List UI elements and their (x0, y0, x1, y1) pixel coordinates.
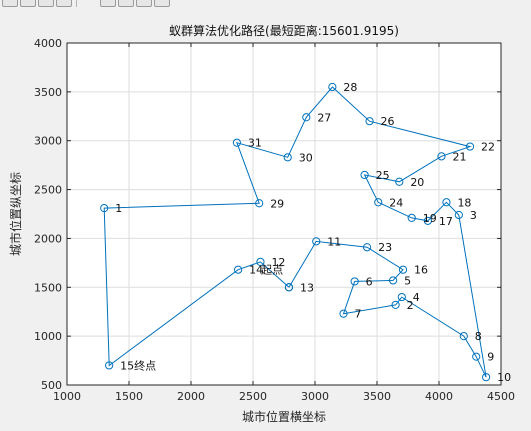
city-marker[interactable] (407, 213, 416, 223)
city-marker[interactable] (234, 265, 243, 274)
city-label: 4 (413, 291, 420, 304)
city-marker[interactable] (283, 153, 292, 162)
city-marker[interactable] (442, 198, 451, 207)
city-label: 7 (355, 308, 362, 321)
city-marker[interactable] (397, 292, 406, 302)
y-tick-label: 4000 (34, 37, 62, 50)
city-marker[interactable] (284, 283, 294, 292)
x-tick-label: 1000 (53, 390, 81, 403)
city-label: 8 (475, 330, 482, 343)
city-label: 28 (343, 81, 357, 94)
city-label: 6 (366, 275, 373, 288)
x-tick-label: 2500 (239, 390, 267, 403)
city-label: 16 (414, 264, 428, 277)
city-label: 1 (115, 202, 122, 215)
city-label: 12 (271, 256, 285, 269)
chart-title: 蚁群算法优化路径(最短距离:15601.9195) (169, 23, 399, 38)
city-marker[interactable] (100, 204, 109, 213)
y-tick-label: 1000 (34, 330, 62, 343)
zoom-icon[interactable] (100, 0, 116, 7)
city-label: 27 (317, 111, 331, 124)
x-tick-label: 4000 (425, 390, 453, 403)
city-label: 26 (381, 115, 395, 128)
open-icon[interactable] (2, 0, 18, 7)
city-label: 19 (423, 212, 437, 225)
city-label: 31 (248, 137, 262, 150)
city-marker[interactable] (365, 117, 374, 126)
city-marker[interactable] (302, 113, 311, 122)
city-marker[interactable] (398, 265, 408, 274)
city-marker[interactable] (472, 352, 481, 361)
datatip-icon[interactable] (154, 0, 170, 7)
plot-area[interactable] (67, 43, 501, 385)
x-tick-label: 3000 (301, 390, 329, 403)
x-tick-label: 2000 (177, 390, 205, 403)
city-marker[interactable] (465, 142, 475, 151)
city-label: 13 (300, 281, 314, 294)
city-marker[interactable] (389, 276, 398, 285)
city-marker[interactable] (339, 309, 348, 318)
city-marker[interactable] (232, 138, 241, 147)
city-marker[interactable] (437, 152, 446, 161)
y-tick-label: 3500 (34, 86, 62, 99)
x-tick-label: 4500 (487, 390, 515, 403)
city-marker[interactable] (350, 277, 359, 286)
city-label: 20 (410, 176, 424, 189)
axes-box (66, 42, 502, 386)
city-marker[interactable] (482, 373, 491, 382)
y-tick-label: 2000 (34, 232, 62, 245)
city-marker[interactable] (328, 82, 337, 92)
x-tick-label: 1500 (115, 390, 143, 403)
city-label: 15终点 (120, 358, 156, 372)
city-marker[interactable] (362, 243, 372, 252)
city-marker[interactable] (459, 332, 468, 341)
city-label: 3 (470, 209, 477, 222)
city-label: 14 (249, 264, 263, 277)
city-marker[interactable] (360, 170, 369, 180)
toolbar-separator (76, 0, 77, 7)
x-tick-label: 3500 (363, 390, 391, 403)
city-marker[interactable] (454, 210, 463, 220)
save-icon[interactable] (20, 0, 36, 7)
y-axis-label: 城市位置纵坐标 (8, 172, 23, 256)
city-marker[interactable] (391, 300, 400, 309)
axis-ticks: 1000 1500 2000 2500 3000 3500 4000 450050010001… (34, 37, 515, 403)
city-label: 2 (407, 299, 414, 312)
city-label: 起点 (261, 264, 283, 277)
rotate-icon[interactable] (136, 0, 152, 7)
route-line (103, 86, 487, 378)
city-marker[interactable] (374, 198, 383, 207)
city-label: 10 (497, 371, 511, 384)
city-label: 25 (376, 169, 390, 182)
city-label: 29 (270, 197, 284, 210)
y-tick-label: 1500 (34, 281, 62, 294)
route-series (100, 82, 491, 382)
city-label: 24 (389, 196, 403, 209)
city-marker[interactable] (312, 237, 321, 246)
city-marker[interactable] (256, 257, 265, 266)
x-axis-label: 城市位置横坐标 (242, 409, 326, 424)
figure-toolbar (0, 0, 531, 8)
city-marker[interactable] (423, 216, 432, 225)
city-marker[interactable] (395, 177, 404, 186)
edit-icon[interactable] (56, 0, 72, 7)
city-label: 11 (327, 235, 341, 248)
y-tick-label: 500 (41, 379, 62, 392)
city-label: 23 (378, 241, 392, 254)
city-label: 18 (457, 196, 471, 209)
city-label: 17 (439, 215, 453, 228)
city-label: 9 (487, 351, 494, 364)
print-icon[interactable] (38, 0, 54, 7)
y-tick-label: 3000 (34, 135, 62, 148)
city-label: 22 (481, 141, 495, 154)
city-marker[interactable] (255, 199, 264, 208)
pan-icon[interactable] (118, 0, 134, 7)
city-label: 30 (299, 151, 313, 164)
city-label: 21 (452, 150, 466, 163)
city-label: 5 (404, 274, 411, 287)
y-tick-label: 2500 (34, 184, 62, 197)
city-marker[interactable] (105, 361, 114, 370)
